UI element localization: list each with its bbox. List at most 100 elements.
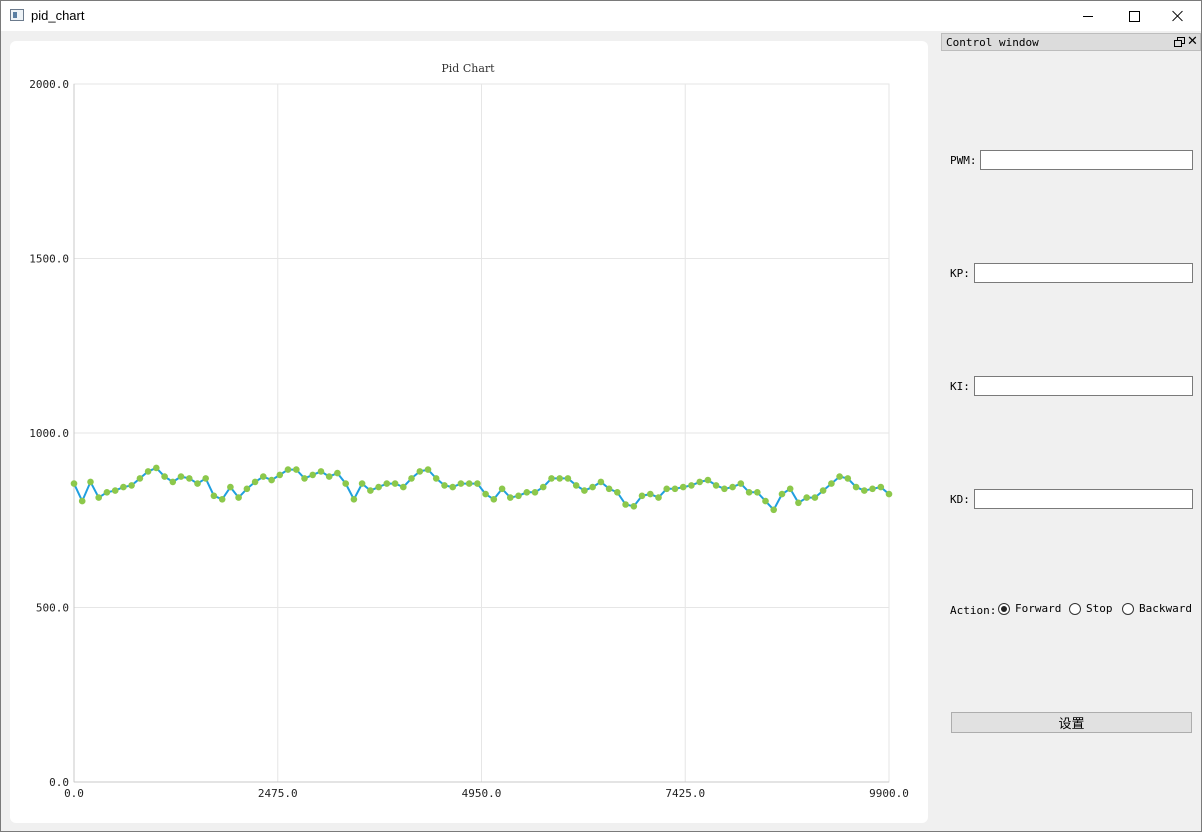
dock-title-bar[interactable]: Control window ✕ bbox=[941, 33, 1201, 51]
data-point bbox=[647, 490, 654, 498]
data-point bbox=[498, 485, 506, 493]
data-point bbox=[78, 497, 86, 505]
data-point bbox=[227, 483, 234, 491]
radio-stop[interactable]: Stop bbox=[1069, 602, 1113, 615]
title-bar[interactable]: pid_chart bbox=[1, 1, 1201, 31]
x-tick-label: 4950.0 bbox=[462, 787, 502, 800]
data-point bbox=[449, 483, 457, 491]
data-point bbox=[202, 475, 209, 482]
data-point bbox=[358, 480, 366, 487]
data-point bbox=[293, 466, 300, 473]
data-point bbox=[786, 485, 794, 493]
radio-stop-indicator[interactable] bbox=[1069, 602, 1081, 615]
radio-stop-label: Stop bbox=[1086, 602, 1113, 615]
data-point bbox=[597, 478, 605, 486]
window-title: pid_chart bbox=[31, 8, 85, 23]
data-point bbox=[819, 487, 827, 494]
chart-ticks: 0.0 2475.0 4950.0 7425.0 9900.0 0.0 500.0 1000.… bbox=[29, 78, 909, 800]
radio-forward-label: Forward bbox=[1015, 602, 1062, 615]
radio-backward[interactable]: Backward bbox=[1122, 602, 1192, 615]
data-point bbox=[383, 480, 391, 487]
data-point bbox=[663, 485, 670, 493]
data-point bbox=[70, 480, 78, 487]
dock-close-icon[interactable]: ✕ bbox=[1187, 34, 1198, 49]
maximize-icon bbox=[1128, 10, 1140, 22]
data-point bbox=[712, 482, 720, 489]
data-point bbox=[581, 487, 588, 494]
set-button[interactable]: 设置 bbox=[951, 712, 1192, 733]
data-point bbox=[128, 482, 135, 489]
data-point bbox=[144, 468, 152, 475]
minimize-button[interactable] bbox=[1065, 1, 1111, 31]
data-point bbox=[424, 466, 432, 473]
data-point bbox=[210, 492, 218, 500]
data-point bbox=[416, 468, 424, 475]
data-point bbox=[235, 494, 242, 501]
data-point bbox=[844, 475, 852, 482]
data-point bbox=[317, 468, 325, 475]
data-point bbox=[778, 490, 786, 498]
data-point bbox=[515, 492, 522, 500]
data-point bbox=[251, 478, 259, 486]
radio-forward[interactable]: Forward bbox=[998, 602, 1061, 615]
data-point bbox=[375, 483, 382, 491]
data-point bbox=[177, 473, 185, 480]
data-point bbox=[737, 480, 745, 487]
data-point bbox=[441, 482, 448, 489]
data-point bbox=[836, 473, 843, 480]
y-tick-label: 2000.0 bbox=[29, 78, 69, 91]
data-point bbox=[268, 476, 275, 484]
data-point bbox=[795, 499, 802, 507]
data-point bbox=[103, 489, 111, 496]
data-point bbox=[877, 483, 885, 491]
ki-input[interactable] bbox=[974, 376, 1193, 396]
control-window-dock: Control window ✕ PWM: KP: KI: KD: Action… bbox=[941, 33, 1201, 831]
pid-chart: Pid Chart 0.0 2475.0 4950.0 7425.0 9900.00.0… bbox=[29, 62, 909, 800]
kp-input[interactable] bbox=[974, 263, 1193, 283]
pwm-label: PWM: bbox=[950, 154, 977, 167]
data-point bbox=[367, 487, 374, 494]
data-point bbox=[754, 489, 761, 496]
data-point bbox=[465, 480, 473, 487]
maximize-button[interactable] bbox=[1111, 1, 1157, 31]
data-point bbox=[161, 473, 168, 480]
data-point bbox=[432, 475, 440, 482]
data-point bbox=[243, 485, 251, 493]
data-point bbox=[589, 483, 596, 491]
data-point bbox=[474, 480, 481, 487]
data-point bbox=[556, 475, 563, 482]
data-point bbox=[120, 483, 127, 491]
minimize-icon bbox=[1083, 15, 1093, 17]
close-button[interactable] bbox=[1155, 1, 1201, 31]
close-icon bbox=[1172, 10, 1184, 22]
data-point bbox=[548, 475, 555, 482]
data-point bbox=[531, 489, 539, 496]
kd-label: KD: bbox=[950, 493, 970, 506]
data-point bbox=[539, 483, 547, 491]
data-point bbox=[885, 490, 893, 498]
data-point bbox=[218, 496, 226, 503]
kd-input[interactable] bbox=[974, 489, 1193, 509]
kp-label: KP: bbox=[950, 267, 970, 280]
data-point bbox=[688, 482, 695, 489]
data-point bbox=[572, 482, 580, 489]
data-point bbox=[770, 506, 777, 514]
data-point bbox=[309, 471, 317, 479]
data-point bbox=[861, 487, 868, 494]
data-point bbox=[869, 485, 876, 493]
radio-forward-indicator[interactable] bbox=[998, 602, 1010, 615]
data-point bbox=[523, 489, 531, 496]
x-tick-label: 9900.0 bbox=[869, 787, 909, 800]
x-tick-label: 7425.0 bbox=[665, 787, 705, 800]
data-point bbox=[762, 497, 769, 505]
data-point bbox=[325, 473, 333, 480]
dock-title: Control window bbox=[946, 36, 1039, 49]
data-point bbox=[605, 485, 613, 493]
action-label: Action: bbox=[950, 604, 997, 617]
data-point bbox=[671, 485, 679, 493]
radio-backward-indicator[interactable] bbox=[1122, 602, 1134, 615]
float-icon[interactable] bbox=[1174, 37, 1185, 47]
pwm-input[interactable] bbox=[980, 150, 1193, 170]
data-point bbox=[350, 496, 358, 503]
